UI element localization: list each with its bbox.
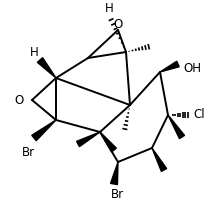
Text: O: O	[15, 94, 24, 106]
Text: OH: OH	[183, 62, 201, 75]
Polygon shape	[100, 132, 116, 152]
Polygon shape	[160, 61, 179, 72]
Polygon shape	[111, 162, 118, 185]
Text: Cl: Cl	[193, 108, 205, 121]
Text: O: O	[113, 17, 123, 30]
Polygon shape	[32, 120, 56, 141]
Polygon shape	[152, 148, 167, 172]
Polygon shape	[77, 132, 100, 147]
Polygon shape	[168, 115, 185, 139]
Polygon shape	[37, 58, 56, 78]
Text: H: H	[30, 46, 38, 59]
Text: Br: Br	[22, 146, 34, 159]
Text: H: H	[105, 3, 113, 16]
Text: Br: Br	[110, 189, 124, 202]
